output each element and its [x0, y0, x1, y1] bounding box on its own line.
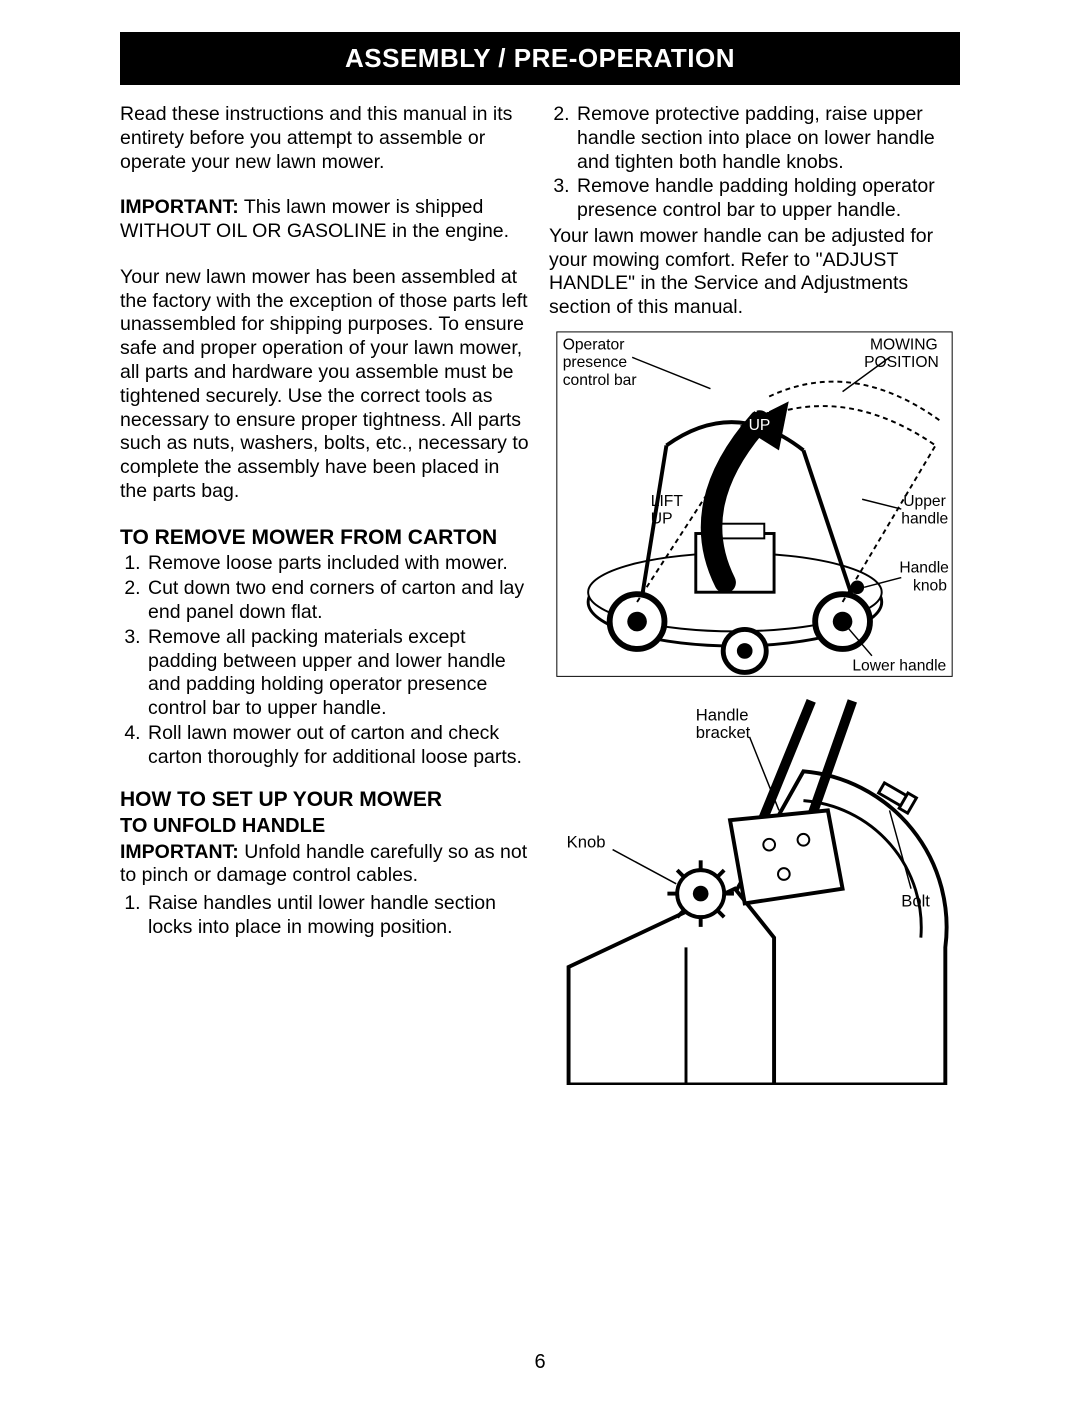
label-liftup-bot-2: UP	[651, 511, 673, 528]
unfold-important-paragraph: IMPORTANT: Unfold handle carefully so as…	[120, 841, 531, 889]
label-handle-bracket-2: bracket	[696, 723, 751, 742]
handle-bracket-diagram: Handle bracket Knob Bolt	[549, 693, 960, 1091]
label-handle-bracket-1: Handle	[696, 705, 749, 724]
list-item: Roll lawn mower out of carton and check …	[146, 722, 531, 770]
factory-paragraph: Your new lawn mower has been assembled a…	[120, 266, 531, 504]
label-liftup-top-2: UP	[749, 417, 771, 434]
important-label: IMPORTANT:	[120, 196, 239, 218]
label-mowing-1: MOWING	[870, 337, 938, 354]
label-operator-1: Operator	[563, 337, 625, 354]
list-item: Raise handles until lower handle section…	[146, 892, 531, 940]
adjust-paragraph: Your lawn mower handle can be adjusted f…	[549, 225, 960, 320]
mower-diagram: Operator presence control bar MOWING POS…	[549, 328, 960, 687]
list-item: Remove all packing materials except padd…	[146, 626, 531, 721]
unfold-list-continued: Remove protective padding, raise upper h…	[549, 103, 960, 223]
label-liftup-top-1: LIFT	[741, 399, 774, 416]
handle-bracket-svg: Handle bracket Knob Bolt	[549, 693, 960, 1084]
unfold-list: Raise handles until lower handle section…	[120, 892, 531, 940]
label-operator-3: control bar	[563, 372, 637, 389]
label-knob: Knob	[567, 833, 606, 852]
label-operator-2: presence	[563, 354, 627, 371]
remove-carton-heading: TO REMOVE MOWER FROM CARTON	[120, 526, 531, 551]
label-bolt: Bolt	[901, 891, 930, 910]
right-column: Remove protective padding, raise upper h…	[549, 103, 960, 1091]
left-column: Read these instructions and this manual …	[120, 103, 531, 1091]
list-item: Remove protective padding, raise upper h…	[575, 103, 960, 174]
label-upper-2: handle	[901, 511, 948, 528]
section-header: ASSEMBLY / PRE-OPERATION	[120, 32, 960, 85]
two-column-layout: Read these instructions and this manual …	[120, 103, 960, 1091]
label-knob-1: Handle	[899, 560, 949, 577]
page-container: ASSEMBLY / PRE-OPERATION Read these inst…	[0, 0, 1080, 1414]
list-item: Remove handle padding holding operator p…	[575, 175, 960, 223]
list-item: Cut down two end corners of carton and l…	[146, 577, 531, 625]
important-label: IMPORTANT:	[120, 841, 239, 863]
label-mowing-2: POSITION	[864, 354, 939, 371]
mower-diagram-svg: Operator presence control bar MOWING POS…	[549, 328, 960, 680]
page-number: 6	[120, 1351, 960, 1374]
important-oil-paragraph: IMPORTANT: This lawn mower is shipped WI…	[120, 196, 531, 244]
intro-paragraph: Read these instructions and this manual …	[120, 103, 531, 174]
remove-carton-list: Remove loose parts included with mower. …	[120, 552, 531, 769]
label-lower-handle: Lower handle	[852, 658, 946, 675]
label-liftup-bot-1: LIFT	[651, 493, 684, 510]
unfold-subheading: TO UNFOLD HANDLE	[120, 814, 531, 838]
label-knob-2: knob	[913, 577, 947, 594]
setup-heading: HOW TO SET UP YOUR MOWER	[120, 788, 531, 813]
list-item: Remove loose parts included with mower.	[146, 552, 531, 576]
label-upper-1: Upper	[903, 493, 946, 510]
